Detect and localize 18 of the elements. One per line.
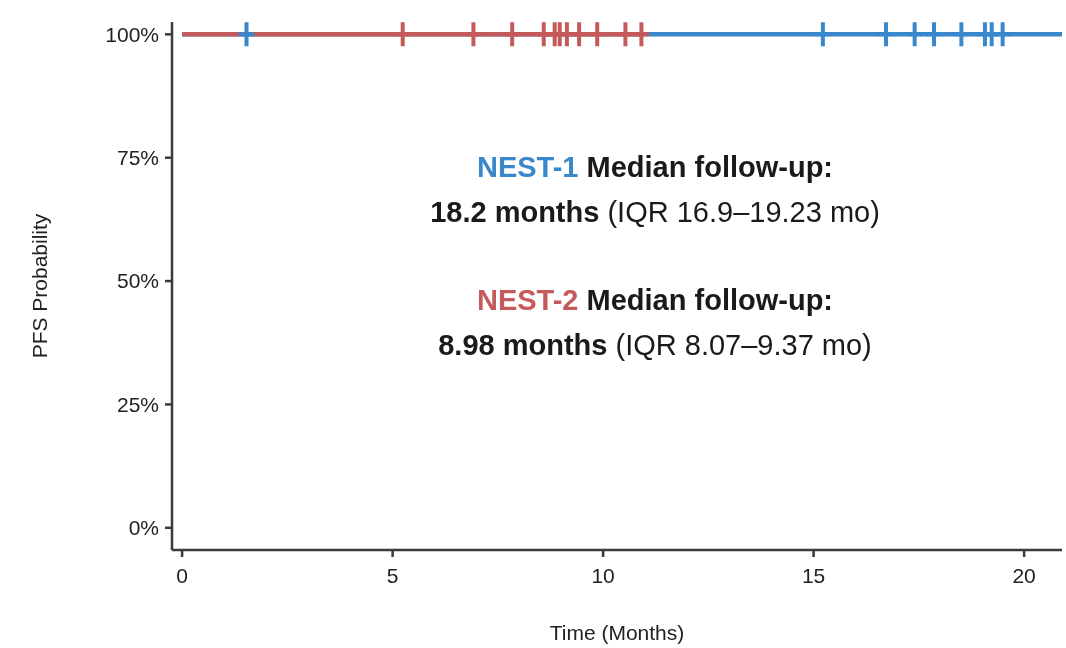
text: NEST-2: [476, 284, 579, 316]
y-tick-label: 25%: [116, 392, 159, 416]
text: NEST-1: [476, 151, 579, 183]
annotation: 8.98 months (IQR 8.07–9.37 mo): [438, 329, 872, 361]
x-tick-label: 15: [801, 564, 826, 587]
y-tick-label: 50%: [116, 269, 159, 293]
annotation: Median follow-up:: [578, 284, 834, 316]
y-tick-label: 75%: [116, 146, 159, 170]
x-tick-label: 5: [386, 564, 399, 587]
x-tick-label: 20: [1012, 564, 1036, 587]
x-tick-label: 0: [176, 564, 188, 587]
x-axis-title: Time (Months): [549, 621, 685, 644]
annotation: Median follow-up:: [578, 151, 834, 183]
annotation: 18.2 months (IQR 16.9–19.23 mo): [430, 196, 880, 228]
y-tick-label: 100%: [105, 22, 159, 46]
y-axis-title: PFS Probability: [28, 213, 51, 359]
x-tick-label: 10: [591, 564, 615, 587]
y-tick-label: 0%: [128, 516, 159, 540]
